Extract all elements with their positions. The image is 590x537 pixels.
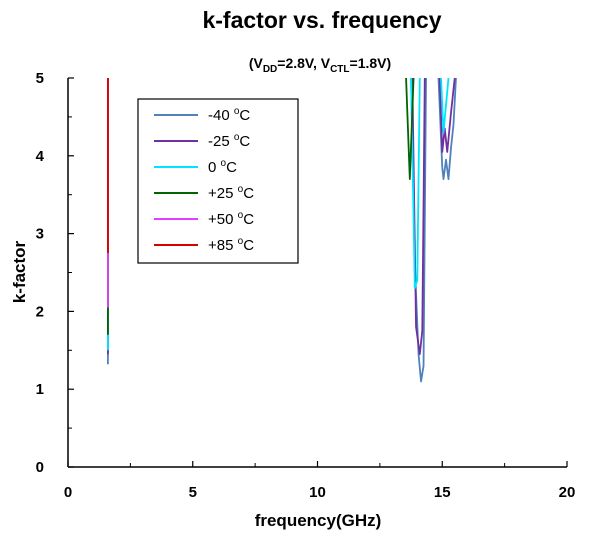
series-line-2-segment-2 xyxy=(440,78,450,134)
legend-box xyxy=(137,98,299,264)
y-tick-label: 5 xyxy=(36,70,44,87)
y-tick-label: 3 xyxy=(36,226,44,243)
legend-label-5: +85 oC xyxy=(208,236,254,254)
y-tick-label: 4 xyxy=(36,148,45,165)
series-line-3-segment-1 xyxy=(405,78,415,181)
legend-label-4: +50 oC xyxy=(208,210,254,228)
chart-title: k-factor vs. frequency xyxy=(202,7,441,33)
y-tick-label: 2 xyxy=(36,303,44,320)
series-line-1-segment-2 xyxy=(438,78,456,153)
axes: 0 5 10 15 20 0 1 2 3 4 5 xyxy=(36,70,576,501)
y-axis-label: k-factor xyxy=(10,240,29,303)
x-axis-label: frequency(GHz) xyxy=(255,511,382,530)
x-tick-label: 10 xyxy=(309,484,326,501)
y-tick-label: 0 xyxy=(36,459,44,476)
legend: -40 oC -25 oC 0 oC +25 oC +50 oC +85 oC xyxy=(137,98,299,264)
legend-label-1: -25 oC xyxy=(208,132,250,150)
y-tick-label: 1 xyxy=(36,381,44,398)
legend-label-2: 0 oC xyxy=(208,158,237,176)
x-tick-label: 20 xyxy=(559,484,576,501)
legend-label-0: -40 oC xyxy=(208,106,250,124)
series-layer xyxy=(107,78,457,383)
x-tick-label: 5 xyxy=(189,484,197,501)
x-tick-label: 0 xyxy=(64,484,72,501)
series-line-0-segment-2 xyxy=(437,78,457,181)
x-tick-label: 15 xyxy=(434,484,451,501)
chart-subtitle: (VDD=2.8V, VCTL=1.8V) xyxy=(249,55,391,75)
legend-label-3: +25 oC xyxy=(208,184,254,202)
series-line-2-segment-1 xyxy=(410,78,421,289)
